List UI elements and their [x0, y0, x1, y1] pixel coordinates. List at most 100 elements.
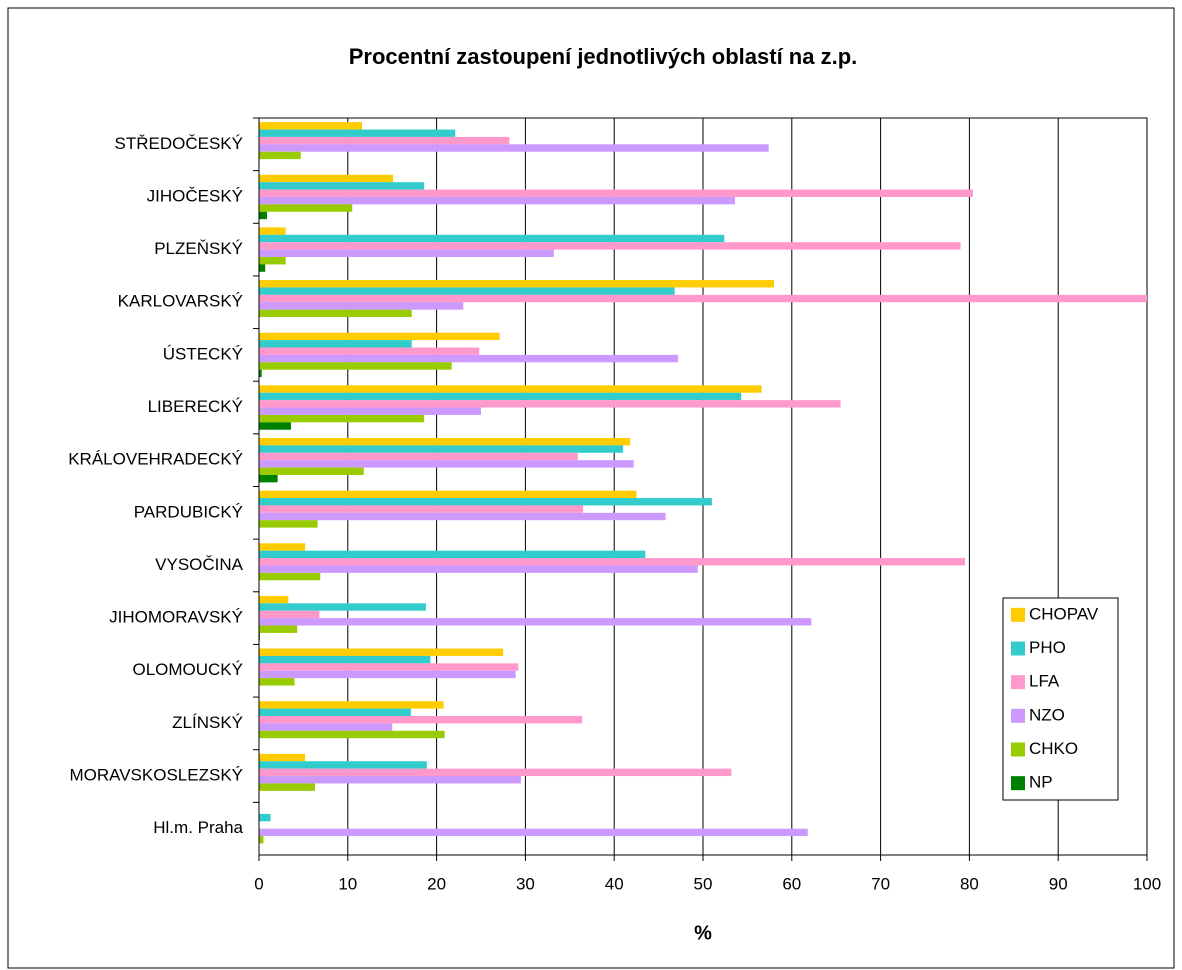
y-tick-label: STŘEDOČESKÝ [115, 134, 243, 153]
x-tick-label: 100 [1133, 874, 1161, 893]
bar [259, 776, 521, 784]
bar [259, 309, 412, 318]
bar [259, 467, 364, 475]
legend-label: CHOPAV [1029, 604, 1099, 623]
legend-label: NP [1029, 773, 1053, 792]
bar [259, 400, 841, 408]
bar [259, 332, 500, 341]
bar [259, 249, 554, 258]
bar [259, 558, 965, 566]
x-tick-label: 60 [782, 874, 801, 893]
bar [259, 287, 675, 295]
bar [259, 136, 510, 145]
bar [259, 490, 637, 499]
y-tick-label: JIHOČESKÝ [147, 186, 243, 205]
bar [259, 196, 735, 205]
bar [259, 437, 631, 446]
legend-swatch [1011, 742, 1025, 757]
x-tick-label: 90 [1049, 874, 1068, 893]
bar [259, 354, 679, 363]
bar [259, 783, 315, 791]
y-tick-label: KARLOVARSKÝ [118, 292, 243, 311]
bar [259, 768, 732, 777]
y-tick-label: ÚSTECKÝ [163, 344, 243, 363]
bar [259, 512, 666, 521]
bar [259, 369, 262, 378]
bar [259, 242, 961, 250]
y-tick-label: PLZEŇSKÝ [154, 239, 243, 258]
bar [259, 189, 973, 197]
x-tick-label: 0 [254, 874, 263, 893]
bar [259, 603, 426, 611]
x-tick-label: 80 [960, 874, 979, 893]
bar [259, 655, 431, 664]
bar [259, 498, 712, 506]
bar [259, 708, 411, 716]
bar [259, 182, 425, 190]
legend-label: PHO [1029, 638, 1066, 657]
bar [259, 174, 394, 183]
bar [259, 385, 762, 393]
y-tick-label: Hl.m. Praha [153, 818, 243, 837]
bar [259, 505, 584, 513]
bar [259, 340, 412, 348]
bar [259, 572, 321, 581]
bar [259, 294, 1147, 303]
bar [259, 678, 295, 686]
bar [259, 520, 318, 528]
bar [259, 392, 742, 401]
bar [259, 753, 306, 762]
bar [259, 618, 812, 626]
legend-label: NZO [1029, 705, 1065, 724]
x-tick-label: 40 [605, 874, 624, 893]
bar [259, 730, 445, 739]
bar [259, 264, 266, 272]
bar [259, 474, 278, 483]
y-tick-label: VYSOČINA [155, 555, 244, 574]
legend-label: LFA [1029, 672, 1060, 691]
bar [259, 550, 646, 559]
x-tick-label: 10 [338, 874, 357, 893]
bar [259, 280, 775, 288]
bar [259, 670, 516, 679]
bar [259, 761, 427, 769]
x-tick-label: 70 [871, 874, 890, 893]
bar [259, 151, 301, 160]
bar [259, 452, 578, 461]
bar [259, 663, 519, 671]
chart-title: Procentní zastoupení jednotlivých oblast… [349, 44, 858, 69]
bar [259, 407, 481, 415]
y-tick-label: LIBERECKÝ [148, 397, 243, 416]
y-tick-label: KRÁLOVEHRADECKÝ [68, 450, 243, 469]
bar [259, 625, 298, 633]
y-tick-label: PARDUBICKÝ [134, 502, 243, 521]
legend-swatch [1011, 607, 1025, 622]
legend-swatch [1011, 776, 1025, 791]
bar [259, 144, 769, 152]
bar [259, 813, 271, 822]
bar [259, 129, 456, 137]
bar [259, 204, 353, 212]
bar [259, 565, 698, 573]
x-tick-label: 30 [516, 874, 535, 893]
y-tick-label: ZLÍNSKÝ [172, 713, 243, 732]
y-tick-label: OLOMOUCKÝ [132, 660, 243, 679]
y-tick-label: MORAVSKOSLEZSKÝ [69, 766, 243, 785]
legend-swatch [1011, 708, 1025, 723]
bar [259, 257, 286, 265]
bar [259, 460, 634, 468]
bar [259, 610, 320, 619]
x-tick-label: 20 [427, 874, 446, 893]
bar [259, 701, 444, 709]
bar [259, 723, 393, 731]
bar [259, 828, 808, 837]
legend-label: CHKO [1029, 739, 1078, 758]
bar [259, 836, 264, 844]
legend-swatch [1011, 641, 1025, 656]
legend-box [1002, 597, 1119, 801]
bar [259, 302, 464, 310]
bar [259, 715, 583, 724]
bar [259, 122, 363, 130]
bar [259, 362, 452, 370]
